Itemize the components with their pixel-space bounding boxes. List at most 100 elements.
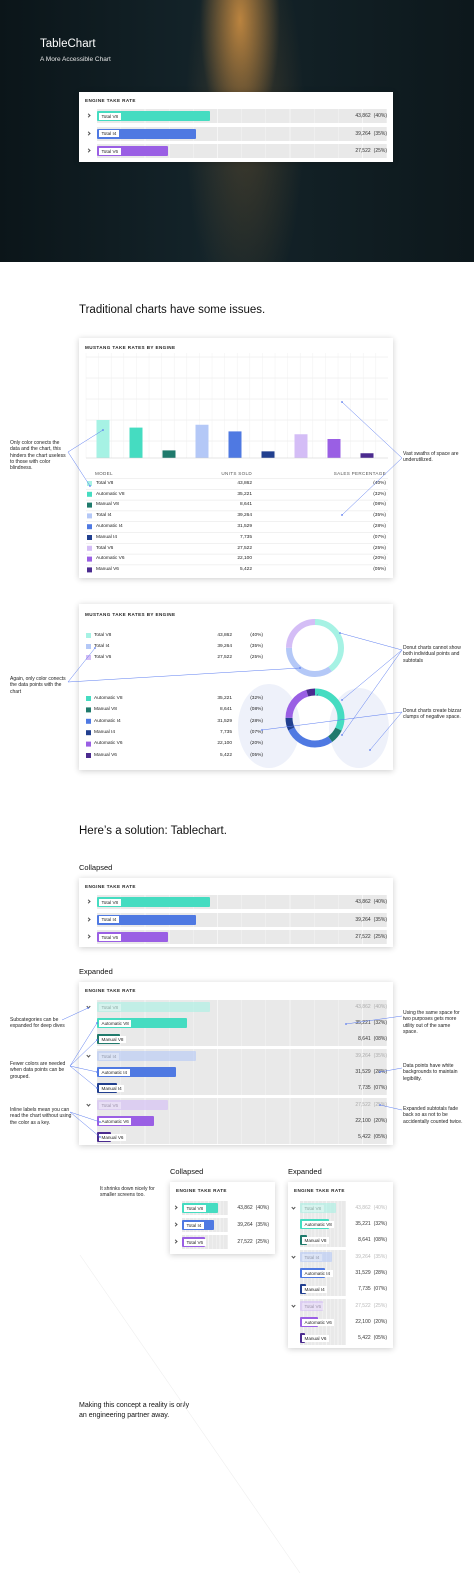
chevron <box>86 130 91 136</box>
percent-label: (35%) <box>373 513 386 519</box>
chevron <box>86 1053 91 1058</box>
sub-heading: Collapsed <box>79 863 113 872</box>
bar-label: Total I4 <box>99 130 119 137</box>
bar <box>195 424 209 458</box>
legend-swatch <box>86 707 91 713</box>
sub-heading: Expanded <box>288 1167 322 1176</box>
donut-charts <box>86 619 389 768</box>
bar <box>97 1067 177 1077</box>
row-values: 43,862 (40%) <box>355 1004 387 1010</box>
legend-swatch <box>86 696 91 701</box>
chevron <box>291 1205 296 1210</box>
bar-label: Automatic I4 <box>302 1269 333 1277</box>
legend-swatch <box>86 655 91 660</box>
row-values: 22,100 (20%) <box>355 1319 387 1325</box>
bar <box>97 1018 188 1028</box>
units: 22,100 <box>237 556 252 562</box>
units: 43,862 <box>237 1205 253 1211</box>
chevron <box>173 1205 178 1210</box>
chevron <box>86 899 91 904</box>
table-chart-card: ENGINE TAKE RATE Total V8 43,862 (40%) Autom… <box>79 982 393 1145</box>
percent-label: (20%) <box>373 556 386 562</box>
chevron <box>86 148 91 153</box>
bar <box>261 451 275 458</box>
hero-title: TableChart <box>40 38 96 50</box>
bar <box>300 1252 332 1262</box>
percent-label: (32%) <box>373 1020 387 1026</box>
percent-label: (28%) <box>373 1270 387 1276</box>
bar-label: Manual I4 <box>99 1084 125 1092</box>
bar-chart-card: MUSTANG TAKE RATES BY ENGINE MODEL UNITS S… <box>79 338 393 578</box>
row-values: 27,522 (25%) <box>355 1303 387 1309</box>
bar-label: Total V8 <box>99 112 121 120</box>
note: It shrinks down nicely for smaller scree… <box>100 1186 155 1199</box>
bar <box>300 1203 336 1213</box>
bar <box>360 453 374 458</box>
percent-label: (25%) <box>373 148 387 154</box>
units: 39,264 <box>355 130 371 137</box>
units: 7,735 <box>239 534 252 540</box>
row-label: Automatic V6 <box>94 741 123 747</box>
column-header: SALES PERCENTAGE <box>333 471 386 476</box>
units: 22,100 <box>355 1118 371 1124</box>
units: 39,264 <box>355 916 371 923</box>
row-label: Manual I4 <box>94 729 116 735</box>
percent-label: (40%) <box>373 480 386 486</box>
percent-label: (40%) <box>373 1004 387 1010</box>
row-values: 39,264 (35%) <box>355 1053 387 1059</box>
bar-label: Manual V8 <box>99 1035 126 1043</box>
bar-label: Total V6 <box>99 933 121 941</box>
row-values: 7,735 (07%) <box>358 1085 387 1091</box>
legend-swatch <box>87 545 92 551</box>
donut-segment <box>286 619 344 677</box>
row-values: 39,264 (35%) <box>355 131 387 137</box>
card-title: ENGINE TAKE RATE <box>176 1188 227 1193</box>
bar <box>97 128 196 139</box>
row-label: Manual V6 <box>94 752 117 758</box>
percent-label: (05%) <box>373 1134 387 1140</box>
row-values: 39,264 (35%) <box>355 1254 387 1260</box>
percent-label: (08%) <box>373 502 386 508</box>
units: 22,100 <box>355 1319 371 1325</box>
bar <box>96 420 110 458</box>
legend-swatch <box>86 753 91 758</box>
units: 43,862 <box>355 1205 371 1211</box>
percent-label: (25%) <box>373 545 386 551</box>
units: 43,862 <box>355 899 371 905</box>
percent-label: (05%) <box>250 752 263 758</box>
sub-heading: Collapsed <box>170 1167 204 1176</box>
bar-label: Total V6 <box>99 1101 121 1109</box>
percent-label: (40%) <box>373 899 387 905</box>
legend-swatch <box>87 491 92 497</box>
row-values: 39,264 (35%) <box>237 1222 269 1228</box>
bar-track <box>97 930 387 944</box>
column-header: MODEL <box>95 471 113 476</box>
row-label: Manual V8 <box>94 707 117 713</box>
row-label: Automatic I4 <box>94 718 121 724</box>
chevron <box>86 934 91 939</box>
percent-label: (08%) <box>373 1237 387 1243</box>
row-values: 27,522 (25%) <box>355 1102 387 1108</box>
percent-label: (28%) <box>373 1069 387 1075</box>
chevron <box>86 113 91 118</box>
legend-swatch <box>86 718 91 724</box>
bar <box>327 439 341 458</box>
percent-label: (20%) <box>373 1319 387 1325</box>
units: 35,221 <box>355 1221 371 1227</box>
annotation: Donut charts create bizzar clumps of neg… <box>403 708 462 721</box>
card-title: MUSTANG TAKE RATES BY ENGINE <box>85 345 176 350</box>
legend-swatch <box>87 556 92 562</box>
row-values: 5,422 (05%) <box>358 1134 387 1140</box>
chevron <box>291 1303 296 1308</box>
percent-label: (35%) <box>255 1222 269 1228</box>
chevron <box>86 1102 91 1107</box>
units: 27,522 <box>355 1303 371 1309</box>
percent-label: (07%) <box>250 729 263 735</box>
bar-label: Total I4 <box>184 1221 204 1229</box>
row-label: Total I4 <box>96 513 112 519</box>
bar-label: Total V6 <box>184 1238 206 1246</box>
sub-heading: Expanded <box>79 967 113 976</box>
bar <box>97 1100 168 1110</box>
annotation: Fewer colors are needed when data points… <box>10 1061 66 1080</box>
